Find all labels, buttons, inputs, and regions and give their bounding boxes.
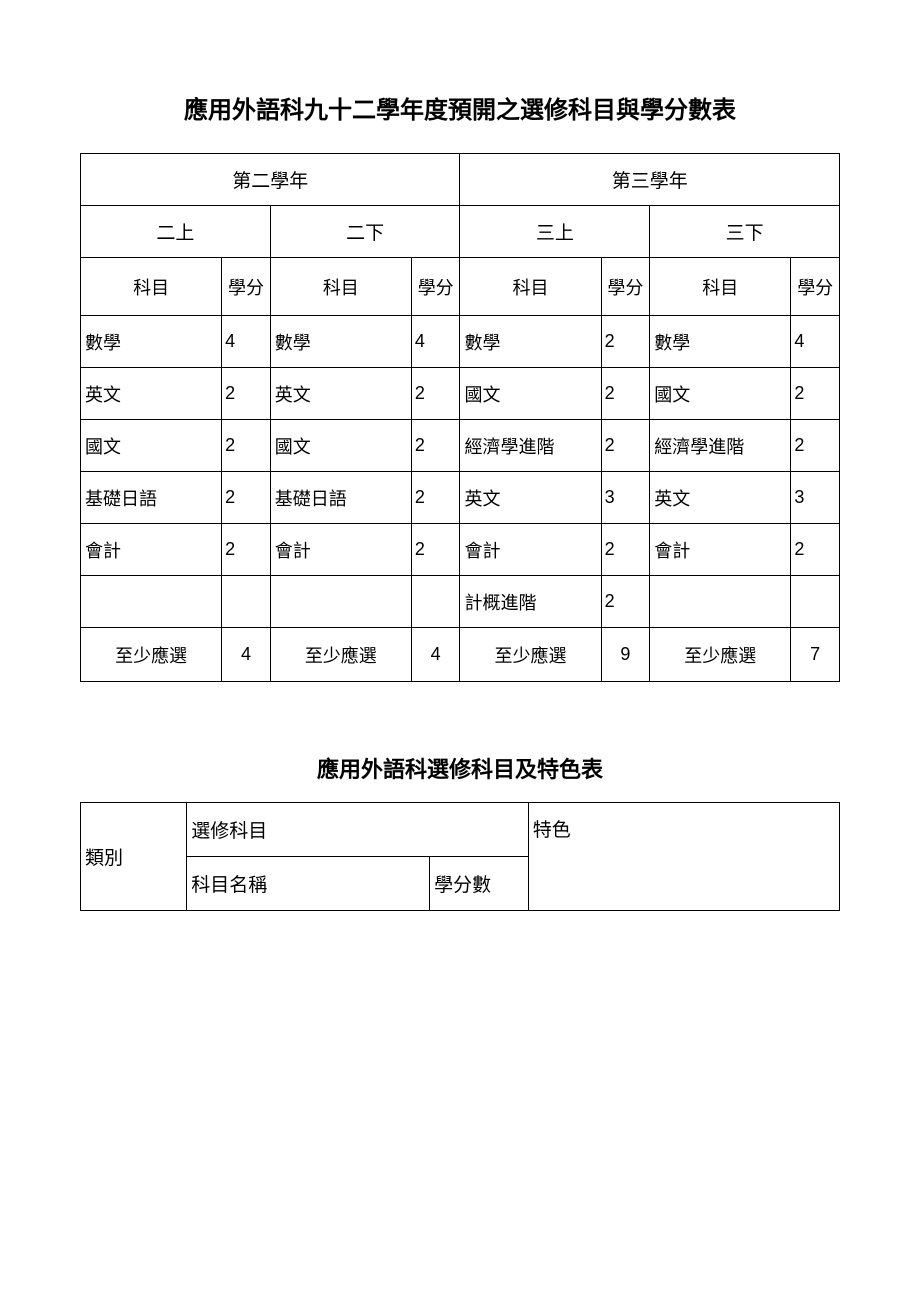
credit-cell: 2 — [411, 420, 460, 472]
credit-cell: 2 — [791, 368, 840, 420]
subject-cell: 計概進階 — [460, 576, 601, 628]
col-header-credit: 學分 — [222, 258, 271, 316]
subject-cell: 國文 — [650, 368, 791, 420]
subject-cell — [81, 576, 222, 628]
footer-value: 4 — [222, 628, 271, 682]
sem-header: 二上 — [81, 206, 271, 258]
subject-cell: 數學 — [460, 316, 601, 368]
subject-cell: 基礎日語 — [270, 472, 411, 524]
credit-cell — [411, 576, 460, 628]
subject-cell: 英文 — [270, 368, 411, 420]
subject-cell — [270, 576, 411, 628]
credit-cell: 2 — [601, 524, 650, 576]
subject-cell: 英文 — [81, 368, 222, 420]
col-header-subject: 科目 — [650, 258, 791, 316]
subject-cell: 基礎日語 — [81, 472, 222, 524]
subject-cell: 經濟學進階 — [460, 420, 601, 472]
feature-table: 類別 選修科目 特色 科目名稱 學分數 — [80, 802, 840, 911]
credit-cell: 4 — [411, 316, 460, 368]
col-header-credit: 學分 — [411, 258, 460, 316]
col-header-subject: 科目 — [460, 258, 601, 316]
footer-label: 至少應選 — [270, 628, 411, 682]
subject-cell: 英文 — [460, 472, 601, 524]
subject-cell: 國文 — [81, 420, 222, 472]
credit-cell: 2 — [222, 420, 271, 472]
credit-cell: 2 — [411, 524, 460, 576]
credit-cell: 2 — [791, 524, 840, 576]
subject-cell — [650, 576, 791, 628]
subject-cell: 會計 — [81, 524, 222, 576]
subject-cell: 數學 — [81, 316, 222, 368]
credit-cell: 2 — [601, 316, 650, 368]
sem-header: 三下 — [650, 206, 840, 258]
credit-cell: 3 — [601, 472, 650, 524]
year-header-2: 第二學年 — [81, 154, 460, 206]
credit-cell: 4 — [791, 316, 840, 368]
credit-cell: 3 — [791, 472, 840, 524]
sem-header: 三上 — [460, 206, 650, 258]
credit-cell: 2 — [601, 420, 650, 472]
subject-cell: 國文 — [460, 368, 601, 420]
credit-cell — [791, 576, 840, 628]
footer-label: 至少應選 — [650, 628, 791, 682]
subject-cell: 經濟學進階 — [650, 420, 791, 472]
footer-value: 4 — [411, 628, 460, 682]
credit-cell: 2 — [222, 524, 271, 576]
col-header-credit: 學分 — [601, 258, 650, 316]
year-header-3: 第三學年 — [460, 154, 840, 206]
header-elective: 選修科目 — [187, 803, 529, 857]
credit-cell — [222, 576, 271, 628]
header-category: 類別 — [81, 803, 187, 911]
table2-title: 應用外語科選修科目及特色表 — [80, 752, 840, 784]
table1-title: 應用外語科九十二學年度預開之選修科目與學分數表 — [80, 90, 840, 125]
footer-value: 9 — [601, 628, 650, 682]
credit-cell: 2 — [601, 368, 650, 420]
subject-cell: 英文 — [650, 472, 791, 524]
header-subject-name: 科目名稱 — [187, 857, 430, 911]
credit-cell: 2 — [411, 368, 460, 420]
subject-cell: 國文 — [270, 420, 411, 472]
subject-cell: 會計 — [460, 524, 601, 576]
credit-cell: 2 — [601, 576, 650, 628]
col-header-subject: 科目 — [81, 258, 222, 316]
footer-value: 7 — [791, 628, 840, 682]
col-header-subject: 科目 — [270, 258, 411, 316]
credit-cell: 2 — [222, 368, 271, 420]
subject-cell: 數學 — [650, 316, 791, 368]
subject-cell: 數學 — [270, 316, 411, 368]
footer-label: 至少應選 — [81, 628, 222, 682]
header-credits: 學分數 — [430, 857, 529, 911]
credit-cell: 4 — [222, 316, 271, 368]
header-feature: 特色 — [528, 803, 839, 911]
sem-header: 二下 — [270, 206, 460, 258]
footer-label: 至少應選 — [460, 628, 601, 682]
credit-cell: 2 — [222, 472, 271, 524]
credits-table: 第二學年 第三學年 二上 二下 三上 三下 科目 學分 科目 學分 科目 學分 … — [80, 153, 840, 682]
subject-cell: 會計 — [650, 524, 791, 576]
credit-cell: 2 — [791, 420, 840, 472]
col-header-credit: 學分 — [791, 258, 840, 316]
subject-cell: 會計 — [270, 524, 411, 576]
credit-cell: 2 — [411, 472, 460, 524]
